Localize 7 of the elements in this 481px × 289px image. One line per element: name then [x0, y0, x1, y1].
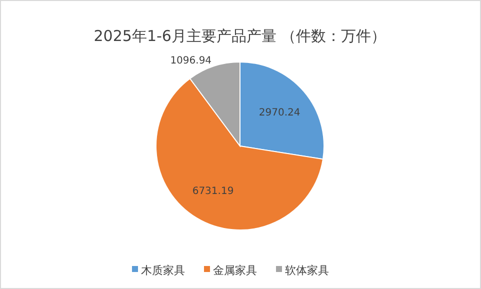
legend-label: 木质家具: [141, 264, 185, 277]
chart-title: 2025年1-6月主要产品产量 （件数：万件）: [94, 27, 386, 45]
legend-label: 软体家具: [285, 264, 329, 277]
data-label: 1096.94: [170, 55, 212, 66]
data-label: 6731.19: [192, 186, 234, 198]
data-label: 2970.24: [258, 108, 300, 119]
legend-label: 金属家具: [213, 264, 257, 277]
